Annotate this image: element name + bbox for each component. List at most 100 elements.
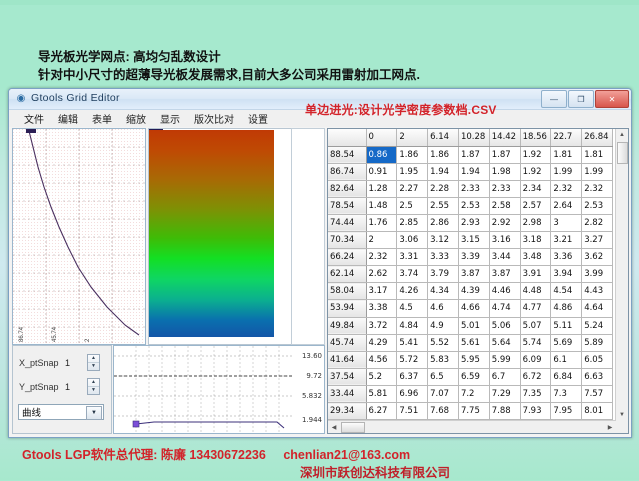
- row-header[interactable]: 82.64: [328, 180, 367, 198]
- menu-item-zoom[interactable]: 缩放: [126, 115, 146, 126]
- scroll-left-icon[interactable]: ◀: [331, 424, 337, 431]
- table-cell[interactable]: 4.6: [427, 299, 459, 318]
- table-cell[interactable]: 1.81: [581, 146, 613, 164]
- table-cell[interactable]: 6.84: [550, 368, 583, 386]
- menu-item-file[interactable]: 文件: [24, 115, 44, 126]
- table-cell[interactable]: 2.32: [550, 180, 583, 198]
- table-cell[interactable]: 7.07: [427, 385, 459, 404]
- y-snap-up-icon[interactable]: ▲: [88, 379, 99, 387]
- table-cell[interactable]: 3.87: [458, 265, 490, 284]
- table-cell[interactable]: 3.72: [366, 317, 398, 335]
- table-cell[interactable]: 6.59: [458, 368, 490, 386]
- table-cell[interactable]: 3.16: [489, 231, 521, 250]
- table-cell[interactable]: 1.28: [366, 180, 398, 198]
- table-cell[interactable]: 4.54: [550, 282, 583, 301]
- table-cell[interactable]: 3.94: [550, 265, 583, 284]
- table-row[interactable]: 33.44 5.81 6.96 7.07 7.2 7.29 7.35 7.3 7.57: [328, 385, 613, 404]
- table-cell[interactable]: 3.44: [489, 248, 521, 267]
- table-cell[interactable]: 5.83: [427, 351, 459, 369]
- table-cell[interactable]: 1.95: [396, 163, 429, 181]
- col-header-10.28[interactable]: 10.28: [458, 129, 490, 147]
- table-cell[interactable]: 3.36: [550, 248, 583, 267]
- table-cell[interactable]: 6.7: [489, 368, 521, 386]
- table-cell[interactable]: 1.94: [458, 163, 490, 181]
- table-cell[interactable]: 6.72: [520, 368, 552, 386]
- table-cell[interactable]: 3.18: [520, 231, 552, 250]
- table-cell[interactable]: 4.26: [396, 282, 429, 301]
- table-cell[interactable]: 0.91: [366, 163, 398, 181]
- table-cell[interactable]: 3.74: [396, 265, 429, 284]
- table-cell[interactable]: 3.99: [581, 265, 613, 284]
- menu-item-display[interactable]: 显示: [160, 115, 180, 126]
- table-cell[interactable]: 3.12: [427, 231, 459, 250]
- close-button[interactable]: ✕: [595, 90, 629, 108]
- table-cell[interactable]: 8.01: [581, 402, 613, 421]
- row-header[interactable]: 33.44: [328, 385, 367, 404]
- table-cell[interactable]: 5.74: [520, 334, 552, 352]
- row-header[interactable]: 29.34: [328, 402, 367, 421]
- hscroll-thumb[interactable]: [341, 422, 365, 433]
- table-cell[interactable]: 5.01: [458, 317, 490, 335]
- table-row[interactable]: 62.14 2.62 3.74 3.79 3.87 3.87 3.91 3.94 3.99: [328, 265, 613, 284]
- table-cell[interactable]: 3.15: [458, 231, 490, 250]
- scroll-up-icon[interactable]: ▲: [619, 132, 625, 138]
- table-cell[interactable]: 2.62: [366, 265, 398, 284]
- table-cell[interactable]: 3.21: [550, 231, 583, 250]
- vertical-scrollbar[interactable]: ▲ ▼: [615, 129, 628, 421]
- table-cell[interactable]: 4.46: [489, 282, 521, 301]
- table-cell[interactable]: 2.86: [427, 214, 459, 233]
- table-row[interactable]: 88.54 0.86 1.86 1.86 1.87 1.87 1.92 1.81 1.81: [328, 146, 613, 164]
- table-cell[interactable]: 4.48: [520, 282, 552, 301]
- table-cell[interactable]: 4.86: [550, 299, 583, 318]
- table-cell[interactable]: 2.28: [427, 180, 459, 198]
- table-cell[interactable]: 3.06: [396, 231, 429, 250]
- maximize-button[interactable]: ❐: [568, 90, 594, 108]
- table-cell[interactable]: 2.5: [396, 197, 429, 215]
- scroll-right-icon[interactable]: ▶: [607, 424, 613, 431]
- table-cell[interactable]: 5.95: [458, 351, 490, 369]
- menu-item-compare[interactable]: 版次比对: [194, 115, 234, 126]
- row-header[interactable]: 70.34: [328, 231, 367, 250]
- table-cell[interactable]: 3.79: [427, 265, 459, 284]
- table-cell[interactable]: 4.5: [396, 299, 429, 318]
- col-header-18.56[interactable]: 18.56: [520, 129, 552, 147]
- table-cell[interactable]: 7.88: [489, 402, 521, 421]
- scroll-down-icon[interactable]: ▼: [619, 412, 625, 418]
- row-header[interactable]: 74.44: [328, 214, 367, 233]
- table-cell[interactable]: 2.85: [396, 214, 429, 233]
- table-cell[interactable]: 4.43: [581, 282, 613, 301]
- table-cell[interactable]: 7.57: [581, 385, 613, 404]
- table-cell[interactable]: 5.64: [489, 334, 521, 352]
- table-cell[interactable]: 5.06: [489, 317, 521, 335]
- table-cell[interactable]: 1.99: [550, 163, 583, 181]
- table-cell[interactable]: 4.29: [366, 334, 398, 352]
- row-header[interactable]: 62.14: [328, 265, 367, 284]
- table-cell[interactable]: 1.92: [520, 163, 552, 181]
- table-cell[interactable]: 2.98: [520, 214, 552, 233]
- table-row[interactable]: 45.74 4.29 5.41 5.52 5.61 5.64 5.74 5.69 5.89: [328, 334, 613, 352]
- table-cell[interactable]: 7.51: [396, 402, 429, 421]
- x-snap-down-icon[interactable]: ▼: [91, 363, 96, 369]
- row-header[interactable]: 37.54: [328, 368, 367, 386]
- density-profile-chart[interactable]: 13.60 9.72 5.832 1.944: [113, 345, 325, 434]
- row-header[interactable]: 53.94: [328, 299, 367, 318]
- table-cell[interactable]: 2: [366, 231, 398, 250]
- col-header-0[interactable]: 0: [366, 129, 398, 147]
- table-cell[interactable]: 4.39: [458, 282, 490, 301]
- table-cell[interactable]: 4.74: [489, 299, 521, 318]
- table-cell[interactable]: 1.86: [396, 146, 429, 164]
- horizontal-scrollbar[interactable]: ◀ ▶: [328, 420, 616, 433]
- table-cell[interactable]: 5.99: [489, 351, 521, 369]
- table-cell[interactable]: 4.56: [366, 351, 398, 369]
- table-cell[interactable]: 1.86: [427, 146, 459, 164]
- table-row[interactable]: 66.24 2.32 3.31 3.33 3.39 3.44 3.48 3.36 3.62: [328, 248, 613, 267]
- table-cell[interactable]: 1.87: [458, 146, 490, 164]
- table-cell[interactable]: 2.34: [520, 180, 552, 198]
- x-snap-stepper[interactable]: ▲ ▼: [87, 354, 100, 371]
- table-cell[interactable]: 1.87: [489, 146, 521, 164]
- table-cell[interactable]: 6.09: [520, 351, 552, 369]
- col-header-2[interactable]: 2: [396, 129, 429, 147]
- table-cell[interactable]: 1.92: [520, 146, 552, 164]
- row-header[interactable]: 49.84: [328, 317, 367, 335]
- table-cell[interactable]: 3.17: [366, 282, 398, 301]
